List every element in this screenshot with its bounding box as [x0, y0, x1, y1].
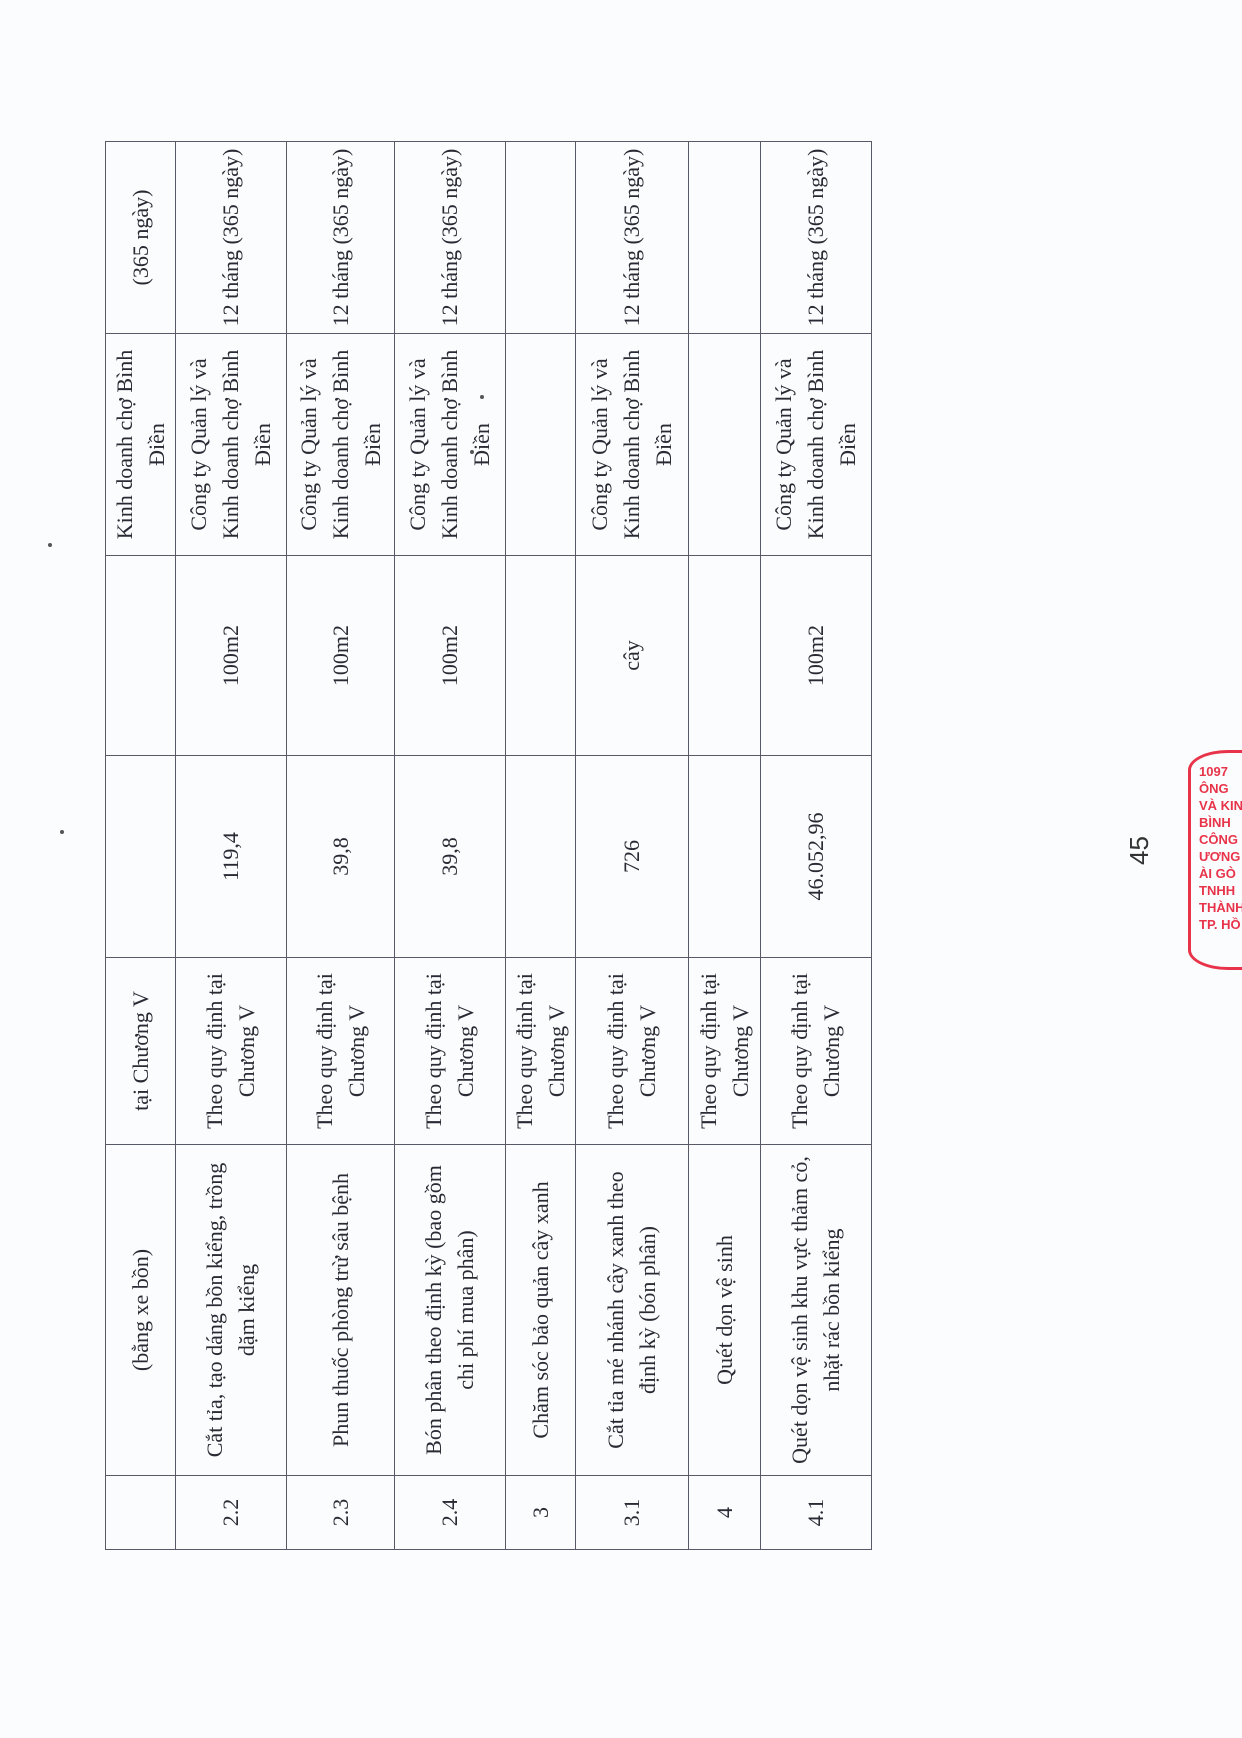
cell-don-vi-thuc-hien: Công ty Quản lý và Kinh doanh chợ Bình Đ… — [175, 333, 287, 556]
cell-don-vi-thuc-hien: Công ty Quản lý và Kinh doanh chợ Bình Đ… — [575, 333, 689, 556]
cell-noi-dung: (bằng xe bồn) — [105, 1144, 176, 1476]
cell-don-vi: 100m2 — [175, 555, 287, 756]
table-row: (bằng xe bồn) tại Chương V Kinh doanh chợ … — [105, 141, 176, 1550]
table-row: 2.4 Bón phân theo định kỳ (bao gồm chi ph… — [394, 141, 506, 1550]
cell-don-vi-thuc-hien: Công ty Quản lý và Kinh doanh chợ Bình Đ… — [286, 333, 395, 556]
cell-stt: 4 — [688, 1475, 761, 1550]
table-row: 4.1 Quét dọn vệ sinh khu vực thảm cỏ, nhặ… — [760, 141, 872, 1550]
stamp-text: ƯƠNG — [1199, 849, 1241, 864]
cell-stt: 2.4 — [394, 1475, 506, 1550]
stamp-text: TP. HỒ — [1199, 917, 1241, 932]
cell-don-vi — [505, 555, 576, 756]
scan-speck — [60, 830, 64, 834]
cell-khoi-luong: 39,8 — [394, 755, 506, 958]
cell-stt: 3 — [505, 1475, 576, 1550]
cell-khoi-luong: 726 — [575, 755, 689, 958]
page-number: 45 — [1123, 836, 1154, 865]
table-row: 3 Chăm sóc bảo quản cây xanh Theo quy định… — [505, 141, 576, 1550]
cell-don-vi: 100m2 — [394, 555, 506, 756]
scan-speck — [480, 395, 484, 399]
cell-quy-dinh: Theo quy định tại Chương V — [760, 957, 872, 1145]
cell-khoi-luong: 46.052,96 — [760, 755, 872, 958]
cell-noi-dung: Chăm sóc bảo quản cây xanh — [505, 1144, 576, 1476]
stamp-text: ÔNG — [1199, 781, 1229, 796]
cell-stt: 4.1 — [760, 1475, 872, 1550]
cell-thoi-gian: 12 tháng (365 ngày) — [394, 141, 506, 334]
stamp-text: THÀNH V — [1199, 900, 1242, 915]
stamp-text: BÌNH — [1199, 815, 1231, 830]
cell-thoi-gian: (365 ngày) — [105, 141, 176, 334]
cell-quy-dinh: Theo quy định tại Chương V — [394, 957, 506, 1145]
cell-quy-dinh: Theo quy định tại Chương V — [286, 957, 395, 1145]
cell-don-vi-thuc-hien — [505, 333, 576, 556]
cell-khoi-luong — [688, 755, 761, 958]
cell-noi-dung: Phun thuốc phòng trừ sâu bệnh — [286, 1144, 395, 1476]
cell-don-vi-thuc-hien: Kinh doanh chợ Bình Điền — [105, 333, 176, 556]
cell-quy-dinh: tại Chương V — [105, 957, 176, 1145]
table-row: 2.3 Phun thuốc phòng trừ sâu bệnh Theo quy… — [286, 141, 395, 1550]
cell-khoi-luong: 119,4 — [175, 755, 287, 958]
cell-noi-dung: Cắt tỉa mé nhánh cây xanh theo định kỳ (… — [575, 1144, 689, 1476]
cell-thoi-gian — [688, 141, 761, 334]
cell-don-vi: 100m2 — [286, 555, 395, 756]
stamp-text: CÔNG — [1199, 832, 1238, 847]
cell-khoi-luong — [505, 755, 576, 958]
cell-noi-dung: Quét dọn vệ sinh khu vực thảm cỏ, nhặt r… — [760, 1144, 872, 1476]
scan-speck — [48, 543, 52, 547]
cell-thoi-gian: 12 tháng (365 ngày) — [760, 141, 872, 334]
cell-don-vi: 100m2 — [760, 555, 872, 756]
cell-thoi-gian: 12 tháng (365 ngày) — [175, 141, 287, 334]
stamp-text: ÀI GÒ — [1199, 866, 1236, 881]
cell-khoi-luong — [105, 755, 176, 958]
cell-stt: 2.2 — [175, 1475, 287, 1550]
cell-don-vi — [105, 555, 176, 756]
cell-noi-dung: Quét dọn vệ sinh — [688, 1144, 761, 1476]
cell-stt: 3.1 — [575, 1475, 689, 1550]
table-row: 3.1 Cắt tỉa mé nhánh cây xanh theo định k… — [575, 141, 689, 1550]
cell-quy-dinh: Theo quy định tại Chương V — [575, 957, 689, 1145]
stamp-text: TNHH — [1199, 883, 1236, 898]
scan-speck — [470, 450, 474, 454]
cell-quy-dinh: Theo quy định tại Chương V — [505, 957, 576, 1145]
cell-don-vi — [688, 555, 761, 756]
cell-don-vi-thuc-hien: Công ty Quản lý và Kinh doanh chợ Bình Đ… — [760, 333, 872, 556]
cell-thoi-gian: 12 tháng (365 ngày) — [575, 141, 689, 334]
stamp-text: VÀ KINH — [1199, 798, 1242, 813]
cell-don-vi-thuc-hien: Công ty Quản lý và Kinh doanh chợ Bình Đ… — [394, 333, 506, 556]
stamp-text: 1097 — [1199, 764, 1228, 779]
rotated-table-container: (bằng xe bồn) tại Chương V Kinh doanh chợ … — [105, 141, 872, 1550]
company-seal-stamp: 1097 ÔNG VÀ KINH BÌNH CÔNG ƯƠNG ÀI GÒ TNHH THÀNH… — [1188, 750, 1242, 970]
cell-thoi-gian: 12 tháng (365 ngày) — [286, 141, 395, 334]
cell-stt — [105, 1475, 176, 1550]
cell-don-vi-thuc-hien — [688, 333, 761, 556]
cell-stt: 2.3 — [286, 1475, 395, 1550]
table-row: 2.2 Cắt tỉa, tạo dáng bồn kiểng, trồng dặ… — [175, 141, 287, 1550]
cell-don-vi: cây — [575, 555, 689, 756]
work-items-table: (bằng xe bồn) tại Chương V Kinh doanh chợ … — [105, 141, 872, 1550]
table-row: 4 Quét dọn vệ sinh Theo quy định tại Chươn… — [688, 141, 761, 1550]
cell-noi-dung: Bón phân theo định kỳ (bao gồm chi phí m… — [394, 1144, 506, 1476]
cell-thoi-gian — [505, 141, 576, 334]
cell-quy-dinh: Theo quy định tại Chương V — [175, 957, 287, 1145]
cell-quy-dinh: Theo quy định tại Chương V — [688, 957, 761, 1145]
cell-noi-dung: Cắt tỉa, tạo dáng bồn kiểng, trồng dặm k… — [175, 1144, 287, 1476]
cell-khoi-luong: 39,8 — [286, 755, 395, 958]
